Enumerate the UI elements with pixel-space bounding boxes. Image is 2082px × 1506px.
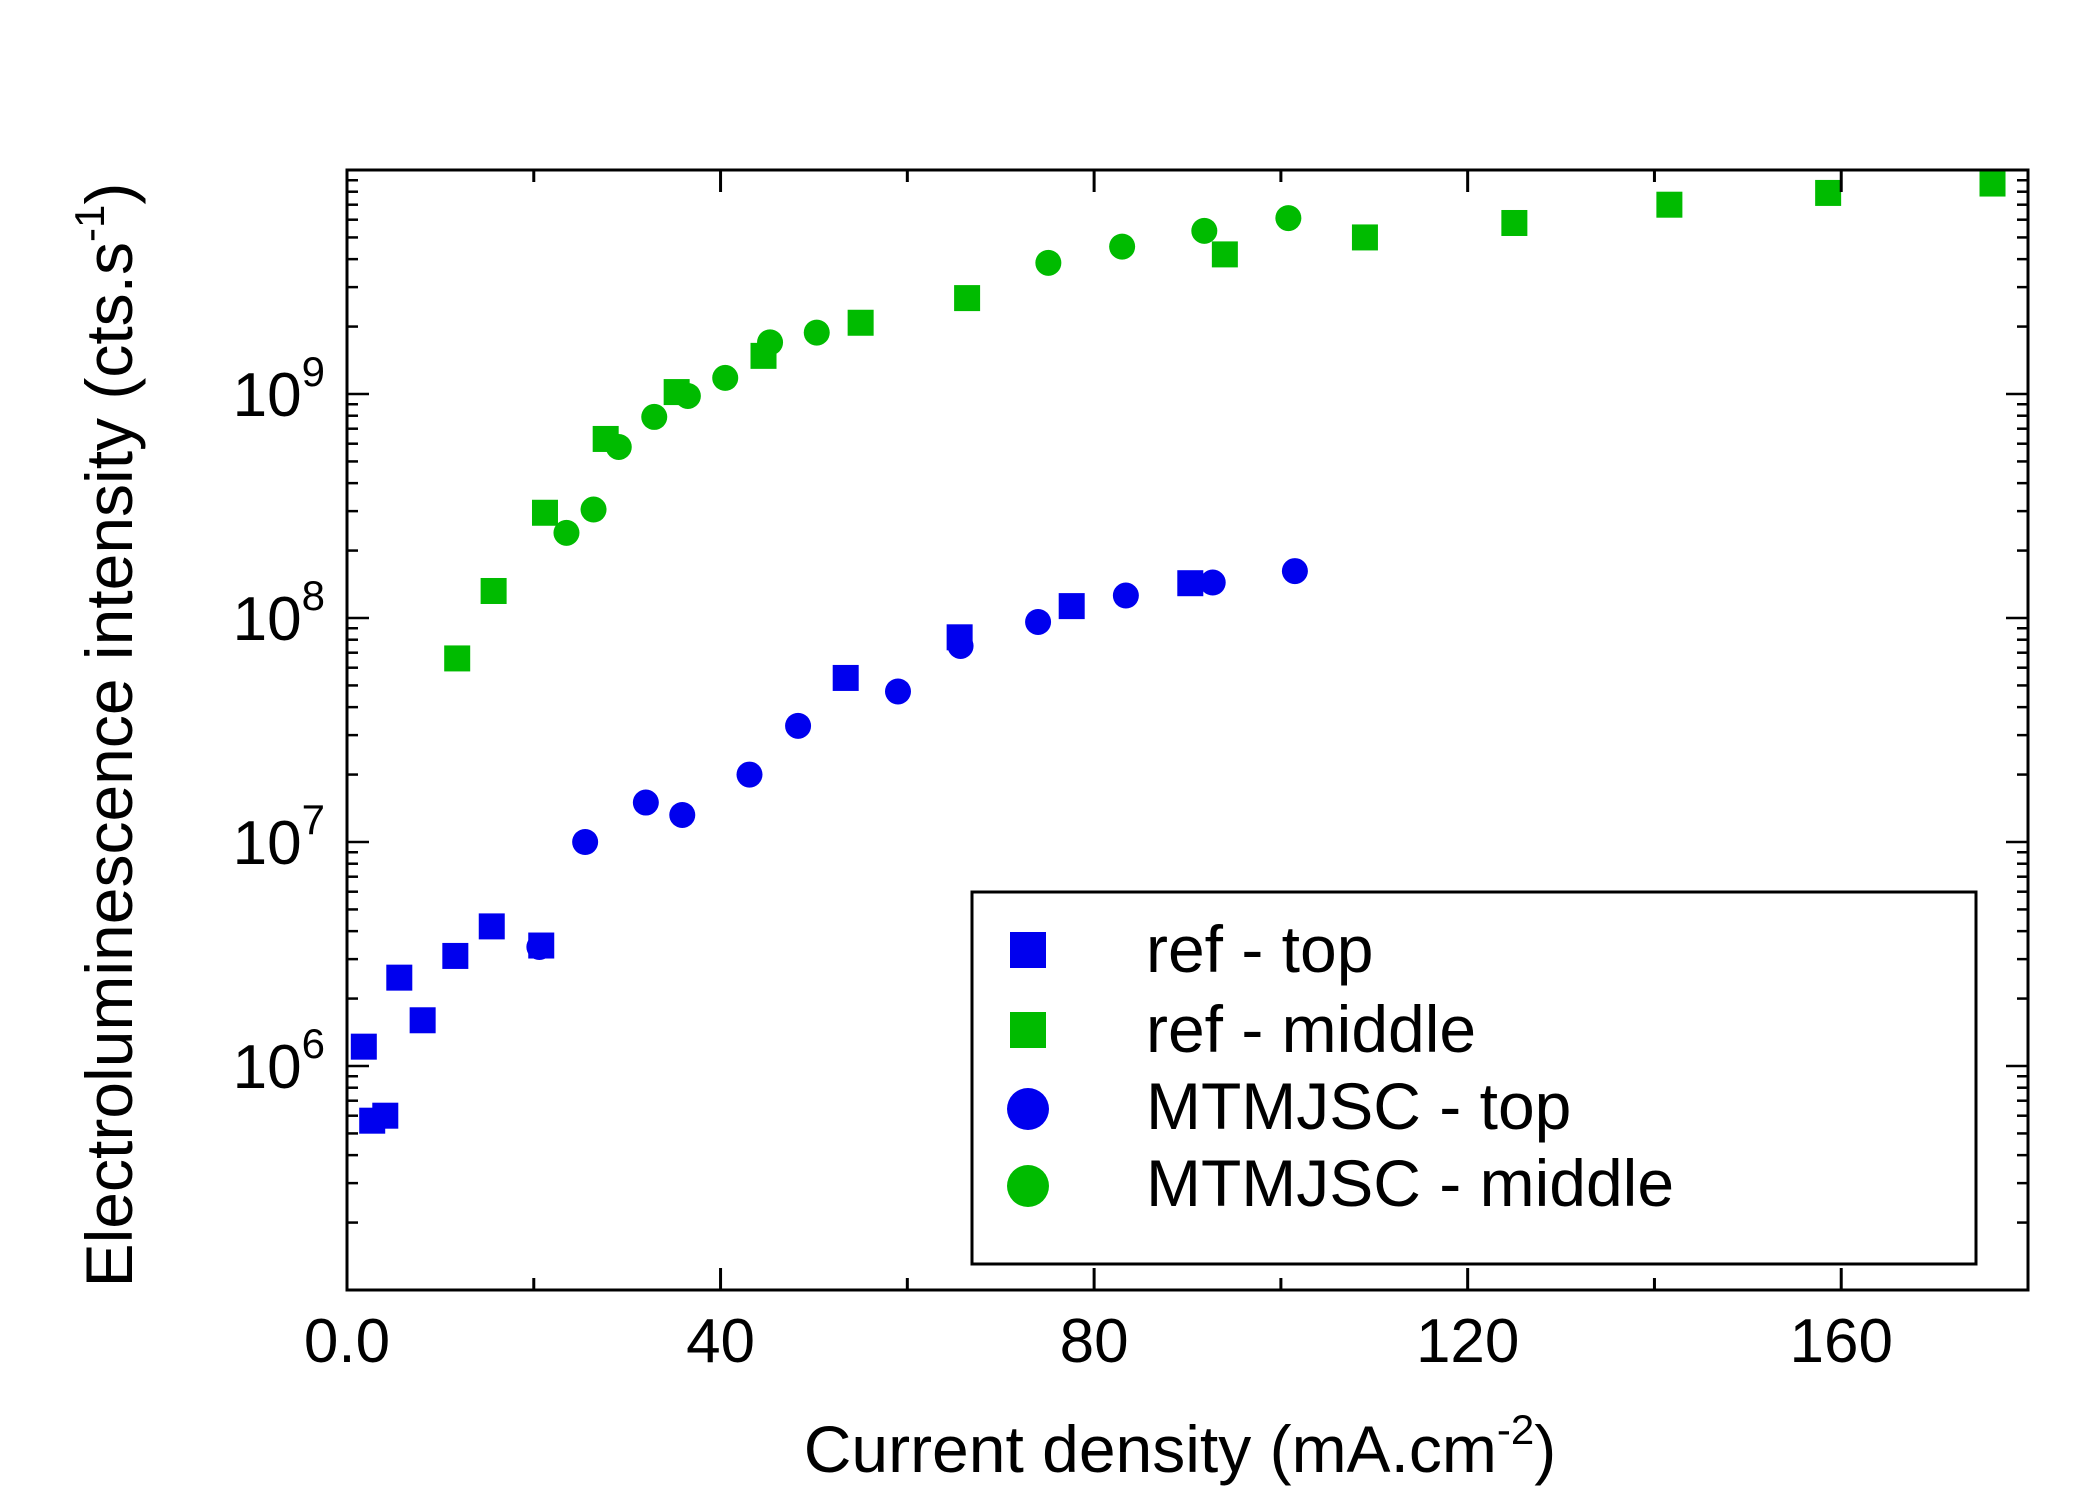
plot-frame [345, 168, 2030, 1292]
data-point-ref-top [1177, 570, 1204, 597]
legend-marker-ref-middle [1010, 1012, 1046, 1048]
data-point-mtmjsc-middle [1109, 233, 1136, 260]
data-point-mtmjsc-middle [580, 496, 607, 523]
data-point-mtmjsc-middle [712, 364, 739, 391]
data-point-ref-top [409, 1007, 436, 1034]
legend-marker-ref-top [1010, 932, 1046, 968]
data-point-ref-top [350, 1033, 377, 1060]
axes: 0.0 40 80 120 160 106 107 108 109 [233, 168, 2030, 1376]
x-tick-label: 0.0 [304, 1307, 390, 1376]
y-axis-title: Electroluminescence intensity (cts.s-1) [66, 183, 146, 1288]
data-point-ref-top [1058, 593, 1085, 620]
data-point-ref-top [478, 913, 505, 940]
data-point-ref-middle [444, 645, 471, 672]
legend: ref - top ref - middle MTMJSC - top MTMJ… [970, 890, 1978, 1266]
legend-label-ref-middle: ref - middle [1146, 992, 1476, 1066]
data-point-mtmjsc-middle [641, 403, 668, 430]
legend-marker-mtmjsc-top [1007, 1088, 1049, 1130]
data-point-ref-middle [954, 285, 981, 312]
data-point-mtmjsc-top [1199, 569, 1226, 596]
data-point-mtmjsc-top [572, 829, 599, 855]
y-tick-label: 106 [233, 1020, 325, 1102]
data-point-mtmjsc-top [632, 789, 659, 816]
data-point-ref-middle [1656, 191, 1683, 218]
data-point-mtmjsc-top [947, 632, 974, 659]
data-point-mtmjsc-top [736, 761, 763, 788]
data-point-ref-middle [1351, 224, 1378, 251]
y-tick-label: 109 [233, 348, 325, 430]
data-point-mtmjsc-top [669, 801, 696, 828]
data-point-ref-top [386, 964, 413, 991]
data-point-mtmjsc-top [526, 933, 553, 960]
data-point-ref-top [832, 664, 859, 691]
x-tick-label: 160 [1789, 1307, 1892, 1376]
data-point-mtmjsc-middle [1035, 249, 1062, 276]
legend-marker-mtmjsc-middle [1007, 1165, 1049, 1207]
data-point-mtmjsc-top [785, 712, 812, 739]
data-point-ref-middle [847, 309, 874, 336]
data-point-ref-middle [1815, 179, 1842, 206]
data-point-ref-middle [1501, 209, 1528, 236]
x-tick-label: 120 [1416, 1307, 1519, 1376]
data-point-mtmjsc-middle [605, 433, 632, 460]
data-point-mtmjsc-top [1281, 558, 1308, 585]
data-point-ref-middle [1979, 170, 2006, 197]
data-point-mtmjsc-middle [553, 519, 580, 546]
data-point-ref-top [442, 942, 469, 969]
legend-label-ref-top: ref - top [1146, 912, 1373, 986]
data-point-mtmjsc-top [1112, 582, 1139, 609]
data-point-ref-middle [480, 577, 507, 604]
data-point-mtmjsc-middle [757, 329, 784, 356]
legend-label-mtmjsc-top: MTMJSC - top [1146, 1069, 1571, 1143]
data-point-ref-middle [531, 499, 558, 526]
data-point-mtmjsc-top [884, 678, 911, 705]
y-tick-label: 108 [233, 572, 325, 654]
data-point-ref-top [372, 1102, 399, 1129]
legend-label-mtmjsc-middle: MTMJSC - middle [1146, 1146, 1674, 1220]
legend-box [970, 890, 1978, 1266]
x-tick-label: 40 [686, 1307, 755, 1376]
data-point-mtmjsc-middle [674, 382, 701, 409]
y-tick-label: 107 [233, 796, 325, 878]
x-tick-label: 80 [1060, 1307, 1129, 1376]
x-axis-title: Current density (mA.cm-2) [804, 1406, 1557, 1486]
data-point-mtmjsc-middle [1275, 205, 1302, 232]
data-point-mtmjsc-top [1025, 608, 1052, 635]
data-point-mtmjsc-middle [1191, 217, 1218, 244]
data-point-mtmjsc-middle [803, 319, 830, 346]
data-point-ref-middle [1211, 241, 1238, 268]
data-marks [350, 170, 2006, 1134]
